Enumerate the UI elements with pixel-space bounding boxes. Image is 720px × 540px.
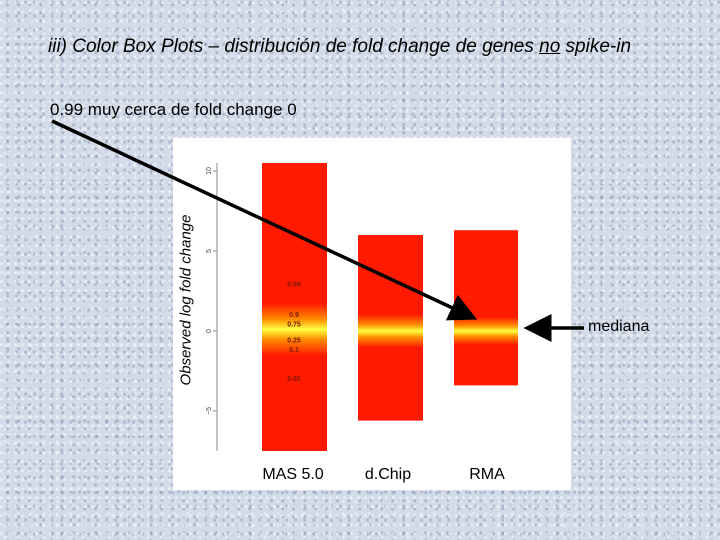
category-label-mas5: MAS 5.0 [262,466,324,483]
title-underlined-word: no [539,36,561,57]
quantile-label: 0.75 [287,321,301,328]
y-tick-label: 10 [206,167,213,175]
title-prefix: iii) Color Box Plots – distribución de f… [48,36,540,57]
category-label-rma: RMA [469,466,505,483]
annotation-note: 0.99 muy cerca de fold change 0 [50,100,297,119]
quantile-label: 0.9 [289,312,299,319]
quantile-label: 0.25 [287,337,301,344]
mediana-label: mediana [588,318,650,335]
y-tick-label: −5 [206,407,213,415]
box-bar-d-chip [358,235,423,421]
title-suffix: spike-in [560,36,632,57]
box-bar-mas-5-0 [262,163,327,451]
slide-title: iii) Color Box Plots – distribución de f… [48,36,631,58]
annotation-arrow [51,119,478,321]
quantile-label: 0.01 [287,376,301,383]
y-tick-label: 5 [206,249,213,253]
quantile-label: 0.1 [289,347,299,354]
y-tick-label: 0 [206,329,213,333]
category-label-dchip: d.Chip [364,466,412,483]
box-bar-rma [454,230,518,386]
quantile-label: 0.99 [287,281,301,288]
